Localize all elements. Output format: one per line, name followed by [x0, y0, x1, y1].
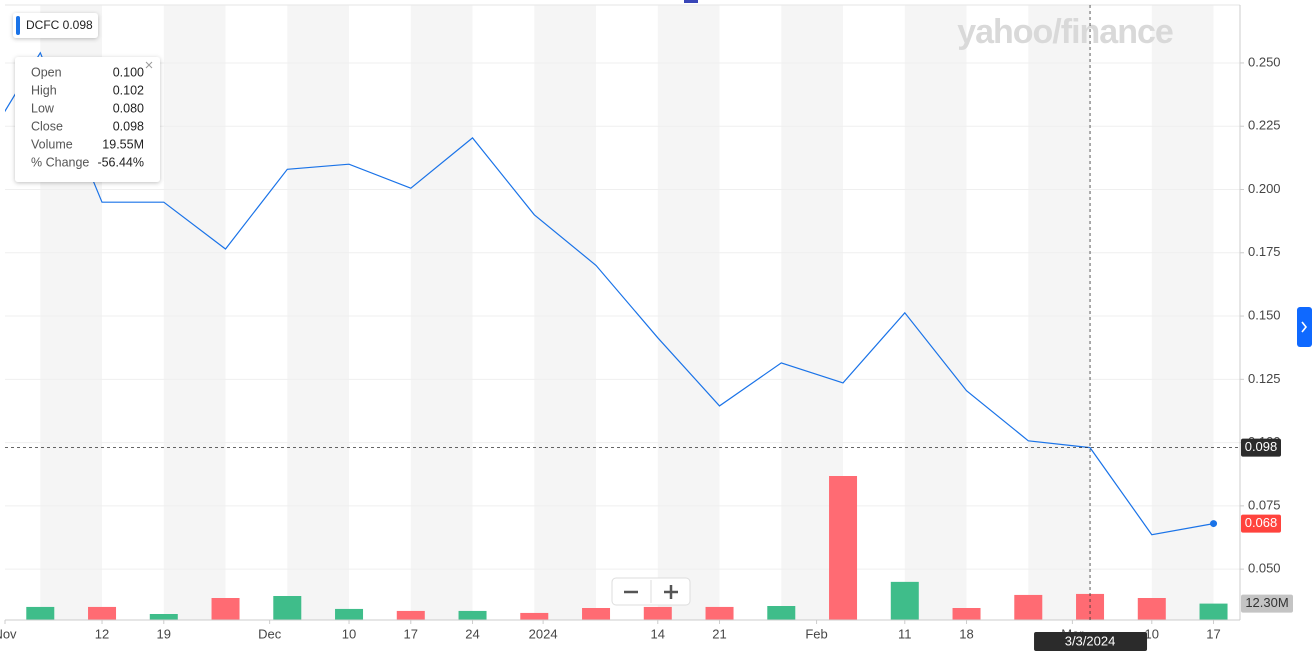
crosshair-y-label-bg — [1241, 438, 1281, 457]
grid — [5, 62, 1240, 570]
y-tick-label: 0.250 — [1248, 54, 1281, 69]
legend: DCFC 0.098 — [13, 13, 98, 38]
right-nav-button[interactable] — [1297, 307, 1312, 347]
crosshair-y-label: 0.098 — [1245, 439, 1278, 454]
volume-bar — [149, 614, 178, 620]
week-band — [534, 5, 597, 620]
top-marker[interactable] — [684, 0, 698, 3]
tooltip-value: -56.44% — [97, 155, 144, 169]
zoom-controls — [611, 577, 691, 606]
tooltip: Open 0.100 High 0.102 Low 0.080 Close 0.098 Volu… — [15, 57, 160, 182]
crosshair-x-label: 3/3/2024 — [1065, 633, 1116, 648]
y-tick-label: 0.200 — [1248, 181, 1281, 196]
week-band — [163, 5, 226, 620]
tooltip-value: 0.102 — [113, 83, 144, 97]
volume-bar — [211, 598, 240, 620]
tooltip-label: Low — [31, 101, 55, 115]
x-tick-label: 11 — [898, 626, 912, 641]
tooltip-box — [15, 57, 160, 182]
week-band — [657, 5, 720, 620]
tooltip-label: Open — [31, 65, 62, 79]
x-tick-label: 24 — [465, 626, 479, 641]
tooltip-value: 0.098 — [113, 119, 144, 133]
y-tick-label: 0.075 — [1248, 497, 1281, 512]
overlays: 0.098 0.068 3/3/2024 12.30M — [5, 5, 1293, 651]
x-tick-label: 10 — [1145, 626, 1159, 641]
volume-bar — [767, 606, 796, 620]
zoom-in-button[interactable] — [664, 585, 678, 599]
x-tick-label: 17 — [404, 626, 418, 641]
volume-bar — [952, 608, 981, 620]
volume-bars — [26, 476, 1228, 620]
volume-bar — [396, 610, 425, 620]
tooltip-value: 0.080 — [113, 101, 144, 115]
volume-bar — [273, 596, 302, 620]
volume-bar — [829, 476, 858, 620]
x-tick-label: 19 — [157, 626, 171, 641]
volume-label-bg — [1241, 594, 1293, 613]
x-tick-label: Nov — [0, 626, 17, 641]
tooltip-close[interactable] — [145, 61, 153, 69]
volume-bar — [1199, 603, 1228, 620]
nav-button-bg[interactable] — [1297, 307, 1312, 347]
volume-bar — [890, 581, 919, 620]
legend-box — [13, 13, 98, 38]
x-tick-label: 17 — [1206, 626, 1220, 641]
legend-swatch — [16, 16, 20, 35]
tooltip-label: % Change — [31, 155, 89, 169]
x-tick-label: Feb — [805, 626, 827, 641]
week-band — [904, 5, 967, 620]
week-band — [410, 5, 473, 620]
volume-bar — [520, 612, 549, 620]
last-price-label-bg — [1241, 514, 1281, 533]
y-tick-label: 0.150 — [1248, 307, 1281, 322]
y-tick-label: 0.125 — [1248, 371, 1281, 386]
tooltip-label: Volume — [31, 137, 73, 151]
volume-bar — [335, 608, 364, 620]
volume-bar — [1137, 598, 1166, 620]
x-tick-label: 18 — [959, 626, 973, 641]
tooltip-label: Close — [31, 119, 63, 133]
x-tick-label: Dec — [258, 626, 282, 641]
x-tick-label: 14 — [651, 626, 665, 641]
y-tick-label: 0.050 — [1248, 561, 1281, 576]
y-tick-label: 0.175 — [1248, 244, 1281, 259]
tooltip-value: 19.55M — [102, 137, 144, 151]
tooltip-value: 0.100 — [113, 65, 144, 79]
x-tick-label: 21 — [712, 626, 726, 641]
volume-bar — [458, 610, 487, 620]
price-line — [5, 51, 1214, 536]
volume-label: 12.30M — [1245, 595, 1288, 610]
volume-bar — [88, 606, 117, 620]
week-band — [1151, 5, 1214, 620]
legend-name: DCFC — [26, 18, 60, 32]
x-tick-label: 12 — [95, 626, 109, 641]
chevron-icon — [1301, 321, 1308, 333]
y-tick-label: 0.225 — [1248, 118, 1281, 133]
last-price-label: 0.068 — [1245, 515, 1278, 530]
volume-bar — [1014, 594, 1043, 620]
tooltip-rows: Open 0.100 High 0.102 Low 0.080 Close 0.098 Volu… — [31, 65, 144, 169]
price-line-path — [5, 51, 1214, 536]
legend-label: DCFC 0.098 — [26, 18, 93, 32]
last-point — [1210, 520, 1218, 528]
x-tick-label: 2024 — [529, 626, 558, 641]
volume-bar — [26, 606, 55, 620]
tooltip-label: High — [31, 83, 57, 97]
week-bands — [40, 5, 1214, 620]
legend-value: 0.098 — [63, 18, 93, 32]
watermark: yahoo/finance — [957, 13, 1173, 51]
volume-bar — [705, 606, 734, 620]
volume-bar — [643, 606, 672, 620]
volume-bar — [582, 608, 611, 620]
week-band — [287, 5, 350, 620]
crosshair-x-label-bg — [1034, 632, 1148, 651]
week-band — [1028, 5, 1091, 620]
x-tick-label: 10 — [342, 626, 356, 641]
